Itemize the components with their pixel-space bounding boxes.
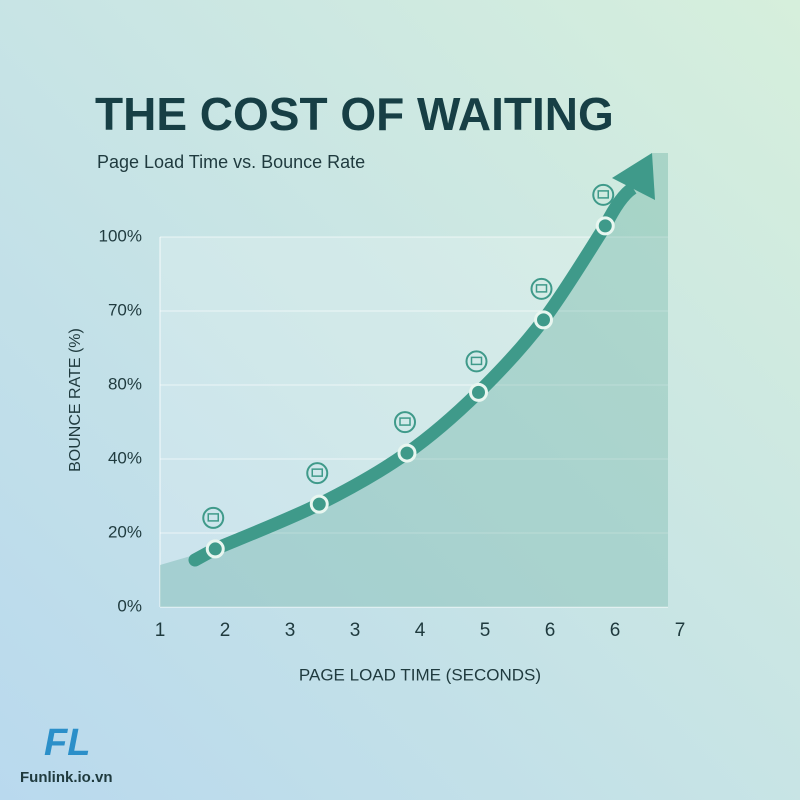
point bbox=[534, 310, 553, 330]
point-icon bbox=[202, 506, 225, 529]
icon-ring bbox=[202, 506, 225, 529]
line bbox=[208, 219, 612, 556]
icon-glyph bbox=[470, 356, 483, 366]
point bbox=[595, 216, 615, 236]
point-icon bbox=[530, 277, 553, 300]
x-axis-label: PAGE LOAD TIME (SECONDS) bbox=[299, 665, 541, 684]
icon-glyph bbox=[597, 190, 609, 199]
plot: 0% 20% 40% 80% 70% 100% 1 2 3 3 4 5 6 6 7 bbox=[99, 153, 686, 641]
x-tick-label: 7 bbox=[675, 620, 686, 641]
point-icon bbox=[394, 411, 416, 434]
x-tick-label: 2 bbox=[220, 620, 231, 641]
icon-glyph bbox=[311, 468, 323, 477]
x-tick-label: 3 bbox=[285, 620, 296, 641]
point bbox=[205, 539, 225, 559]
x-tick-label: 1 bbox=[155, 620, 166, 641]
y-tick-label: 70% bbox=[108, 300, 142, 319]
point-icon bbox=[592, 183, 615, 206]
brand-name: Funlink.io.vn bbox=[20, 769, 113, 786]
icon-ring bbox=[530, 277, 553, 300]
x-tick-label: 5 bbox=[480, 620, 491, 641]
point-icon bbox=[465, 350, 488, 373]
x-tick-label: 6 bbox=[545, 620, 556, 641]
point bbox=[469, 382, 488, 402]
icon-glyph bbox=[207, 513, 219, 522]
icon-ring bbox=[306, 462, 329, 485]
y-axis-label: BOUNCE RATE (%) bbox=[67, 328, 84, 472]
point bbox=[397, 443, 417, 463]
x-tick-label: 4 bbox=[415, 620, 426, 641]
y-tick-label: 40% bbox=[108, 448, 142, 467]
chart-subtitle: Page Load Time vs. Bounce Rate bbox=[97, 152, 365, 172]
icon-ring bbox=[465, 350, 488, 373]
point-icon bbox=[306, 462, 329, 485]
logo: FL bbox=[44, 722, 90, 764]
logo-mark: FL bbox=[44, 722, 90, 764]
point bbox=[309, 494, 329, 514]
y-tick-label: 20% bbox=[108, 522, 142, 541]
icon-glyph bbox=[399, 417, 411, 426]
icon-ring bbox=[592, 183, 615, 206]
y-tick-label: 100% bbox=[99, 226, 142, 245]
chart-title: THE COST OF WAITING bbox=[95, 88, 614, 140]
x-tick-label: 6 bbox=[610, 620, 621, 641]
area bbox=[160, 153, 668, 607]
y-tick-label: 0% bbox=[117, 596, 142, 615]
icon-glyph bbox=[535, 284, 548, 293]
x-tick-label: 3 bbox=[350, 620, 361, 641]
y-tick-label: 80% bbox=[108, 374, 142, 393]
icon-ring bbox=[394, 411, 416, 434]
arrowhead bbox=[612, 153, 655, 200]
